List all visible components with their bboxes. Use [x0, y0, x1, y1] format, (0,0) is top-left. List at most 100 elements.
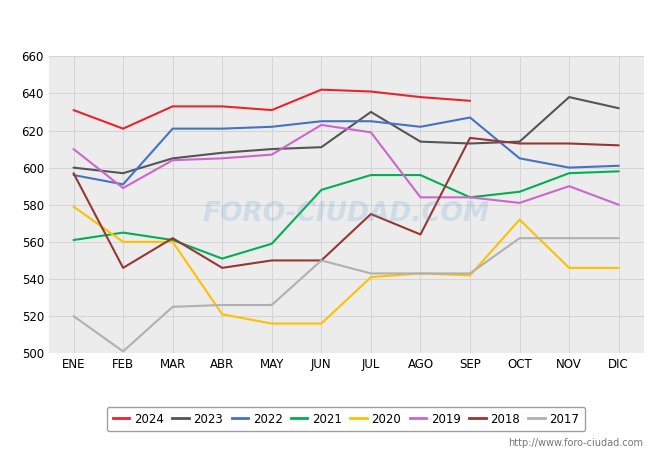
- 2017: [169, 304, 177, 310]
- 2020: [367, 274, 375, 280]
- 2017: [70, 313, 77, 319]
- 2021: [417, 172, 424, 178]
- 2020: [515, 217, 523, 222]
- 2022: [169, 126, 177, 131]
- Line: 2024: 2024: [73, 90, 470, 129]
- 2023: [615, 105, 623, 111]
- 2019: [70, 146, 77, 152]
- 2020: [615, 265, 623, 270]
- 2024: [317, 87, 325, 92]
- 2017: [317, 258, 325, 263]
- Line: 2019: 2019: [73, 125, 619, 205]
- 2021: [515, 189, 523, 194]
- 2018: [615, 143, 623, 148]
- 2017: [119, 349, 127, 354]
- 2018: [268, 258, 276, 263]
- Text: Afiliados en Pantón a 30/9/2024: Afiliados en Pantón a 30/9/2024: [181, 14, 469, 32]
- Text: http://www.foro-ciudad.com: http://www.foro-ciudad.com: [508, 438, 644, 448]
- 2018: [367, 212, 375, 217]
- 2018: [218, 265, 226, 270]
- 2017: [268, 302, 276, 308]
- 2019: [466, 194, 474, 200]
- 2020: [268, 321, 276, 326]
- 2017: [218, 302, 226, 308]
- 2024: [218, 104, 226, 109]
- 2017: [566, 235, 573, 241]
- 2023: [367, 109, 375, 115]
- 2023: [417, 139, 424, 144]
- Text: FORO-CIUDAD.COM: FORO-CIUDAD.COM: [203, 201, 489, 227]
- 2022: [417, 124, 424, 130]
- 2019: [317, 122, 325, 128]
- 2017: [615, 235, 623, 241]
- 2023: [268, 146, 276, 152]
- 2024: [70, 108, 77, 113]
- 2020: [317, 321, 325, 326]
- 2024: [466, 98, 474, 104]
- 2018: [515, 141, 523, 146]
- 2017: [417, 271, 424, 276]
- Line: 2018: 2018: [73, 138, 619, 268]
- 2021: [169, 237, 177, 243]
- 2022: [218, 126, 226, 131]
- 2018: [169, 235, 177, 241]
- 2021: [466, 194, 474, 200]
- 2023: [119, 171, 127, 176]
- 2020: [70, 204, 77, 209]
- 2024: [367, 89, 375, 94]
- 2019: [367, 130, 375, 135]
- 2022: [566, 165, 573, 171]
- 2020: [218, 311, 226, 317]
- 2019: [615, 202, 623, 207]
- 2018: [417, 232, 424, 237]
- 2019: [169, 158, 177, 163]
- Line: 2022: 2022: [73, 117, 619, 184]
- 2019: [268, 152, 276, 158]
- Line: 2020: 2020: [73, 207, 619, 324]
- 2017: [466, 271, 474, 276]
- 2019: [218, 156, 226, 161]
- 2022: [119, 182, 127, 187]
- 2022: [268, 124, 276, 130]
- 2021: [566, 171, 573, 176]
- 2020: [169, 239, 177, 245]
- 2019: [119, 185, 127, 191]
- 2024: [268, 108, 276, 113]
- 2021: [268, 241, 276, 247]
- 2021: [367, 172, 375, 178]
- 2023: [317, 144, 325, 150]
- 2023: [466, 141, 474, 146]
- 2019: [515, 200, 523, 206]
- Line: 2021: 2021: [73, 171, 619, 259]
- 2024: [169, 104, 177, 109]
- 2020: [466, 273, 474, 278]
- 2018: [566, 141, 573, 146]
- 2022: [317, 118, 325, 124]
- Line: 2017: 2017: [73, 238, 619, 351]
- 2024: [417, 94, 424, 100]
- 2023: [515, 139, 523, 144]
- 2019: [566, 184, 573, 189]
- 2022: [615, 163, 623, 168]
- 2022: [515, 156, 523, 161]
- 2023: [70, 165, 77, 171]
- 2018: [466, 135, 474, 140]
- 2022: [466, 115, 474, 120]
- 2020: [566, 265, 573, 270]
- 2021: [317, 187, 325, 193]
- 2018: [70, 171, 77, 176]
- 2023: [218, 150, 226, 155]
- 2023: [566, 94, 573, 100]
- 2021: [615, 169, 623, 174]
- 2022: [70, 172, 77, 178]
- Legend: 2024, 2023, 2022, 2021, 2020, 2019, 2018, 2017: 2024, 2023, 2022, 2021, 2020, 2019, 2018…: [107, 407, 585, 432]
- Line: 2023: 2023: [73, 97, 619, 173]
- 2022: [367, 118, 375, 124]
- 2021: [70, 237, 77, 243]
- 2018: [317, 258, 325, 263]
- 2017: [367, 271, 375, 276]
- 2023: [169, 156, 177, 161]
- 2020: [417, 271, 424, 276]
- 2018: [119, 265, 127, 270]
- 2021: [218, 256, 226, 261]
